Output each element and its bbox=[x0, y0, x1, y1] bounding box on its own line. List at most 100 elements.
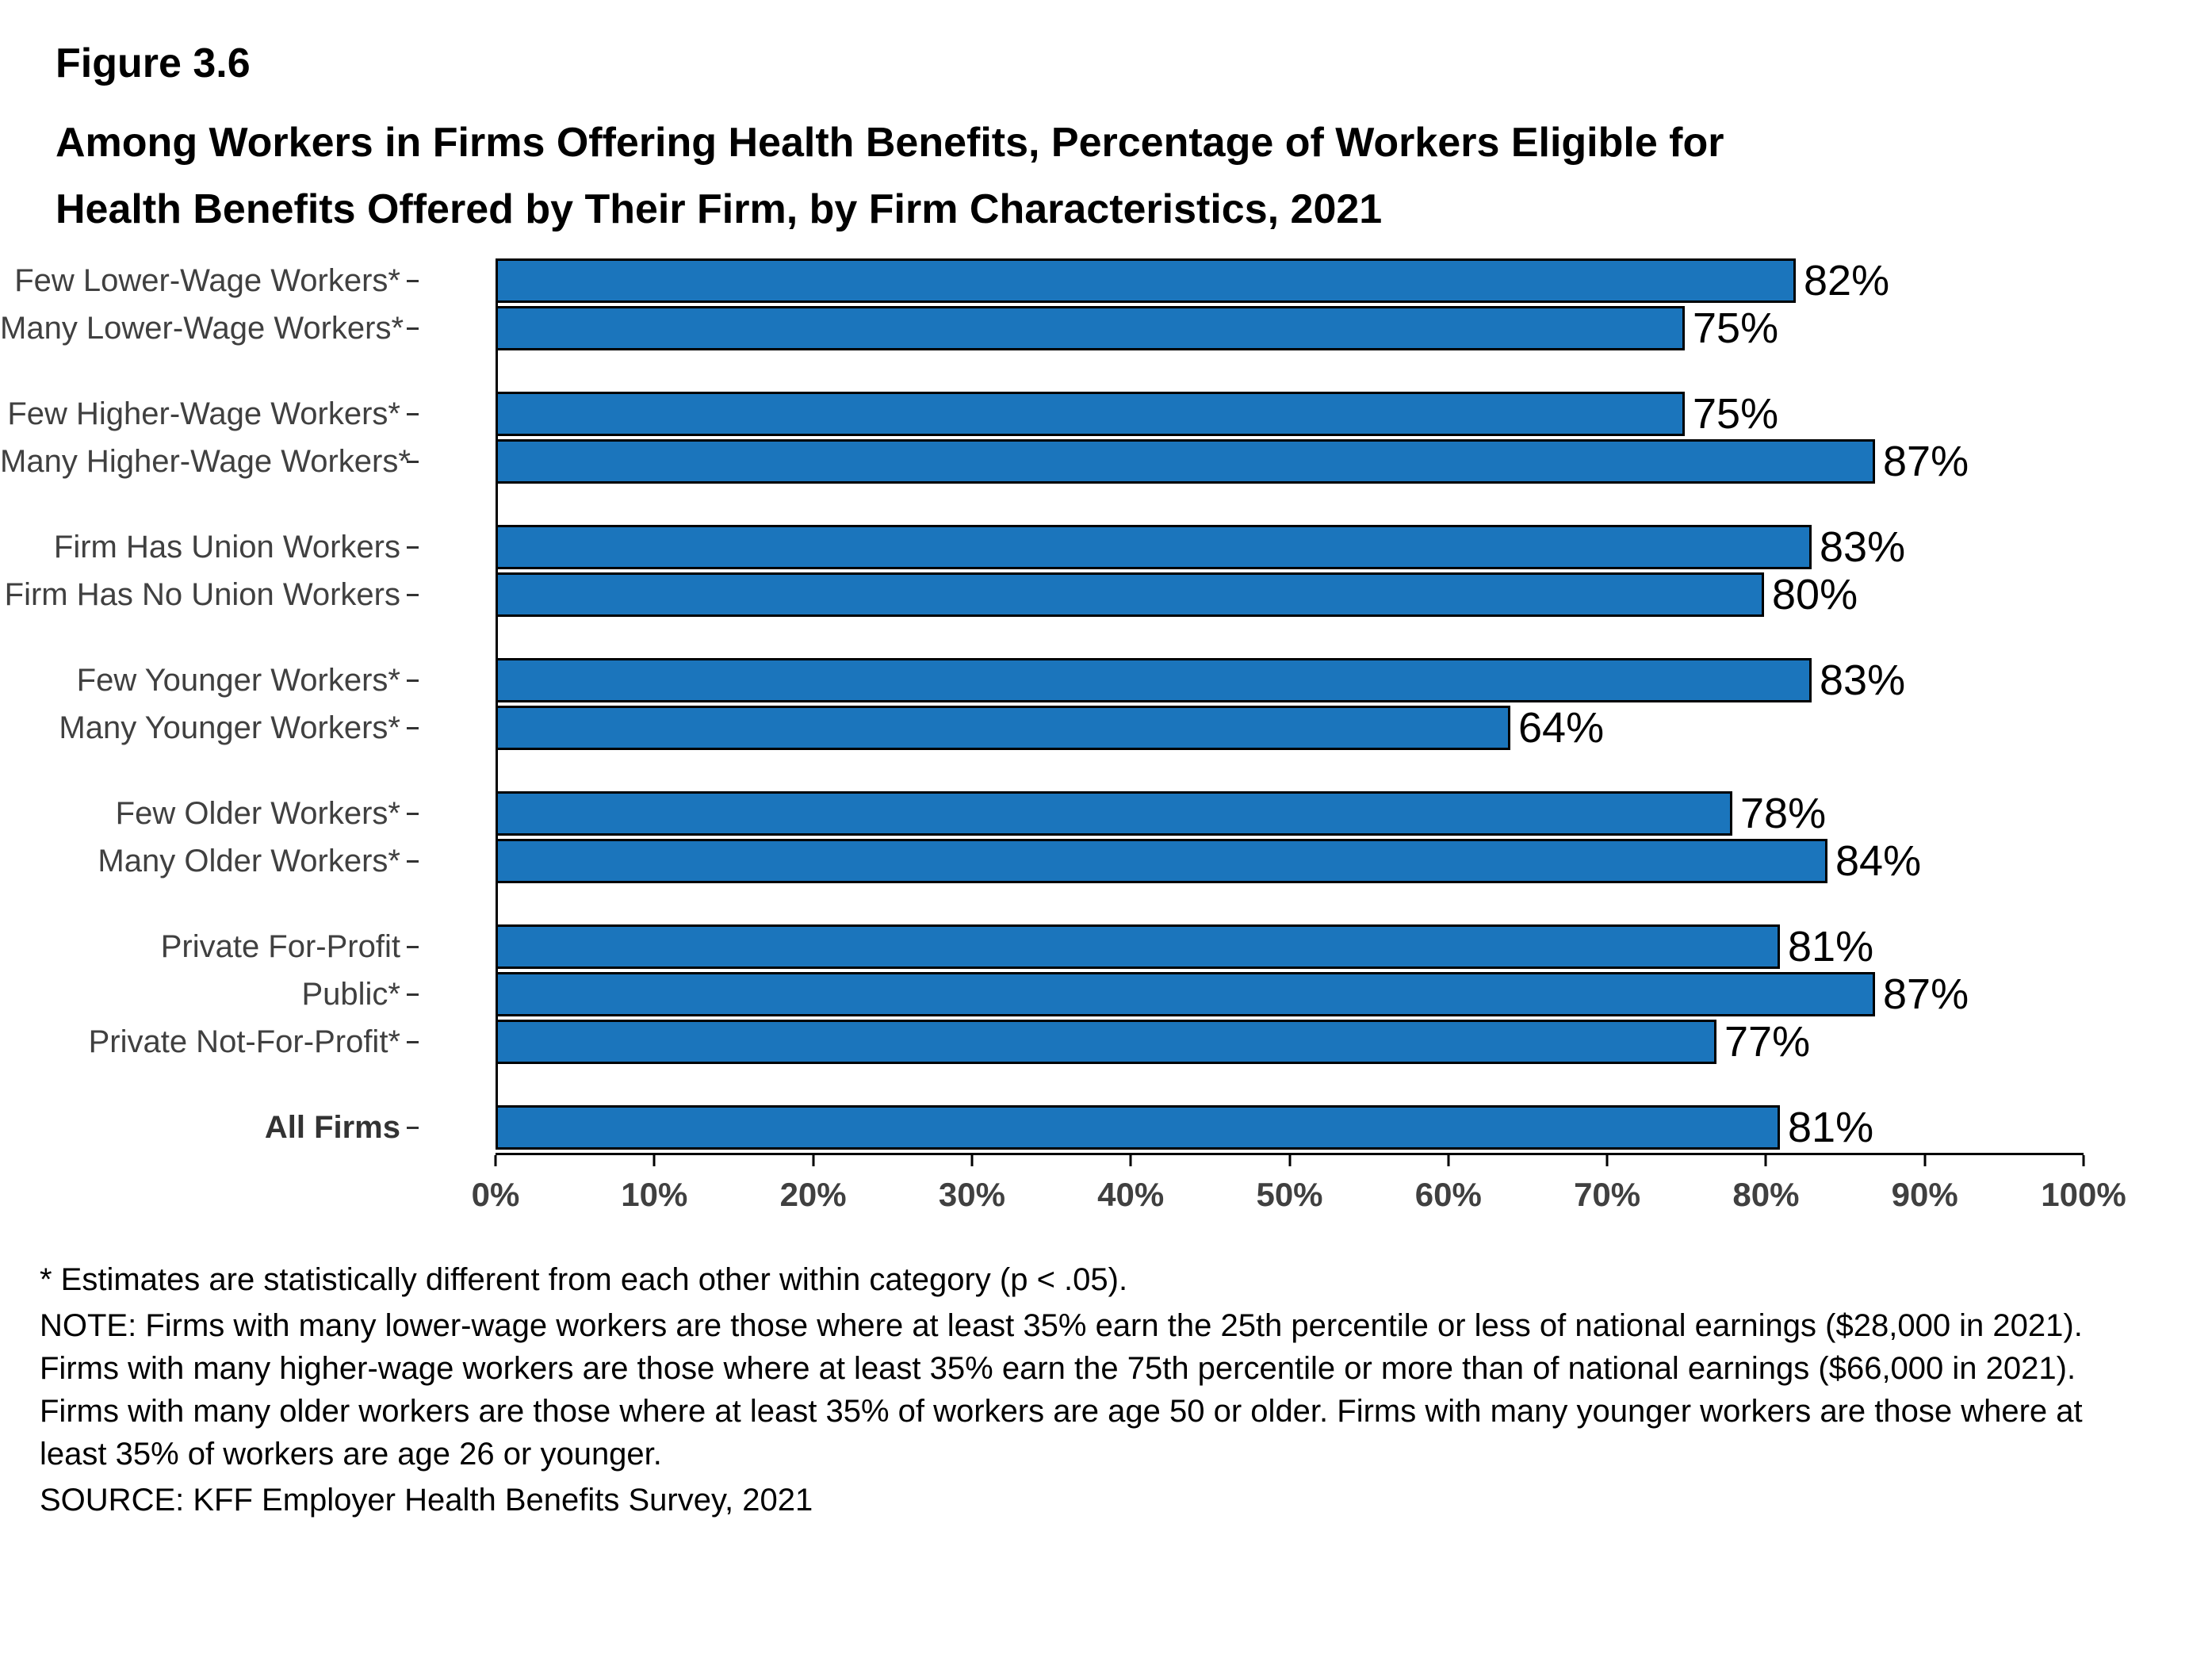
x-axis-tick bbox=[1447, 1155, 1450, 1166]
chart-header: Figure 3.6 Among Workers in Firms Offeri… bbox=[0, 0, 2212, 243]
bar-row: Public* 87% bbox=[0, 970, 2212, 1018]
bar-row: Many Lower-Wage Workers* 75% bbox=[0, 304, 2212, 352]
x-axis-tick-label: 10% bbox=[621, 1176, 688, 1213]
bar-track: 83% bbox=[496, 522, 2081, 572]
bar-track: 84% bbox=[496, 836, 2081, 886]
y-axis-tick bbox=[407, 460, 419, 463]
value-label: 83% bbox=[1820, 523, 1906, 571]
x-axis-tick-label: 20% bbox=[779, 1176, 847, 1213]
bar-row: Firm Has Union Workers 83% bbox=[0, 522, 2212, 572]
bar-row: Few Higher-Wage Workers* 75% bbox=[0, 389, 2212, 438]
y-axis-tick bbox=[407, 1126, 419, 1129]
x-axis-tick-label: 90% bbox=[1891, 1176, 1958, 1213]
x-axis-tick-label: 40% bbox=[1097, 1176, 1165, 1213]
value-label: 81% bbox=[1788, 923, 1874, 970]
category-label: Public* bbox=[301, 976, 400, 1012]
footnote-asterisk: * Estimates are statistically different … bbox=[40, 1262, 1128, 1297]
y-axis-tick bbox=[407, 726, 419, 729]
footnote-source: SOURCE: KFF Employer Health Benefits Sur… bbox=[40, 1483, 813, 1518]
category-label: Few Younger Workers* bbox=[76, 662, 400, 698]
x-axis-tick bbox=[970, 1155, 974, 1166]
bar-track: 75% bbox=[496, 389, 2081, 438]
bar-row: Many Younger Workers* 64% bbox=[0, 703, 2212, 752]
bar-track: 77% bbox=[496, 1017, 2081, 1066]
bar bbox=[496, 972, 1875, 1016]
y-axis-tick bbox=[407, 859, 419, 863]
bar bbox=[496, 258, 1796, 303]
bar-row: Few Lower-Wage Workers* 82% bbox=[0, 256, 2212, 305]
y-axis-tick bbox=[407, 279, 419, 282]
x-axis-tick-label: 30% bbox=[938, 1176, 1005, 1213]
bar-track: 83% bbox=[496, 656, 2081, 705]
y-axis-tick bbox=[407, 593, 419, 596]
y-axis-tick bbox=[407, 679, 419, 682]
group-spacer bbox=[0, 354, 2212, 392]
bar-track: 82% bbox=[496, 256, 2081, 305]
group-spacer bbox=[0, 886, 2212, 924]
value-label: 81% bbox=[1788, 1104, 1874, 1151]
bar-chart: Few Lower-Wage Workers* 82% Many Lower-Wag… bbox=[0, 256, 2212, 1222]
bar-row: Many Higher-Wage Workers* 87% bbox=[0, 437, 2212, 486]
category-label: Few Lower-Wage Workers* bbox=[14, 262, 400, 298]
bar bbox=[496, 839, 1827, 883]
group-spacer bbox=[0, 753, 2212, 791]
group-spacer bbox=[0, 1067, 2212, 1105]
bar bbox=[496, 658, 1812, 702]
bar-row: Firm Has No Union Workers 80% bbox=[0, 570, 2212, 619]
figure-number: Figure 3.6 bbox=[55, 40, 251, 86]
bar bbox=[496, 706, 1510, 750]
value-label: 75% bbox=[1693, 304, 1779, 352]
y-axis-line bbox=[496, 258, 498, 1150]
category-label: Many Younger Workers* bbox=[59, 710, 400, 745]
bar bbox=[496, 392, 1685, 436]
value-label: 82% bbox=[1804, 257, 1890, 304]
value-label: 80% bbox=[1772, 571, 1858, 618]
value-label: 84% bbox=[1835, 837, 1922, 885]
bar bbox=[496, 924, 1780, 969]
bar-track: 87% bbox=[496, 437, 2081, 486]
group-spacer bbox=[0, 487, 2212, 525]
y-axis-tick bbox=[407, 412, 419, 415]
bar-track: 64% bbox=[496, 703, 2081, 752]
y-axis-tick bbox=[407, 1040, 419, 1043]
bar-row: Few Older Workers* 78% bbox=[0, 789, 2212, 838]
category-label: Firm Has Union Workers bbox=[53, 529, 400, 565]
value-label: 78% bbox=[1740, 790, 1827, 837]
x-axis-tick bbox=[1288, 1155, 1291, 1166]
category-label: Many Higher-Wage Workers* bbox=[0, 443, 411, 479]
y-axis-tick bbox=[407, 327, 419, 330]
bar bbox=[496, 1105, 1780, 1150]
x-axis-tick bbox=[653, 1155, 656, 1166]
x-axis-tick bbox=[812, 1155, 815, 1166]
chart-title-line-2: Health Benefits Offered by Their Firm, b… bbox=[55, 186, 1383, 232]
x-axis-tick-label: 0% bbox=[471, 1176, 520, 1213]
category-label: Many Lower-Wage Workers* bbox=[0, 310, 404, 346]
y-axis-tick bbox=[407, 545, 419, 549]
bar-row: Private Not-For-Profit* 77% bbox=[0, 1017, 2212, 1066]
value-label: 87% bbox=[1883, 970, 1969, 1018]
bar bbox=[496, 1020, 1716, 1064]
bar bbox=[496, 572, 1764, 617]
x-axis-tick bbox=[1764, 1155, 1767, 1166]
value-label: 77% bbox=[1724, 1018, 1811, 1066]
bar-track: 80% bbox=[496, 570, 2081, 619]
chart-title-line-1: Among Workers in Firms Offering Health B… bbox=[55, 120, 1724, 166]
value-label: 83% bbox=[1820, 656, 1906, 704]
bar-track: 81% bbox=[496, 1103, 2081, 1152]
footnote-note: NOTE: Firms with many lower-wage workers… bbox=[40, 1308, 2083, 1472]
bar bbox=[496, 791, 1732, 836]
value-label: 75% bbox=[1693, 390, 1779, 438]
x-axis-tick-label: 70% bbox=[1574, 1176, 1641, 1213]
bar bbox=[496, 525, 1812, 569]
group-spacer bbox=[0, 620, 2212, 658]
bar-row: All Firms 81% bbox=[0, 1103, 2212, 1152]
value-label: 87% bbox=[1883, 438, 1969, 485]
x-axis-tick-label: 80% bbox=[1732, 1176, 1800, 1213]
x-axis-tick-label: 50% bbox=[1256, 1176, 1323, 1213]
x-axis-tick bbox=[2082, 1155, 2085, 1166]
bar-track: 78% bbox=[496, 789, 2081, 838]
x-axis-tick bbox=[494, 1155, 497, 1166]
y-axis-tick bbox=[407, 945, 419, 948]
chart-rows: Few Lower-Wage Workers* 82% Many Lower-Wag… bbox=[0, 256, 2212, 1152]
value-label: 64% bbox=[1518, 704, 1605, 752]
